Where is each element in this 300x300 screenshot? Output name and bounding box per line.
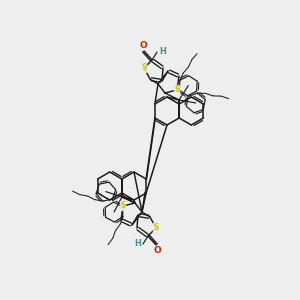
Text: H: H — [134, 239, 141, 248]
Text: H: H — [159, 47, 166, 56]
Text: O: O — [153, 246, 161, 255]
Text: S: S — [120, 202, 126, 211]
Text: S: S — [153, 224, 159, 232]
Text: S: S — [141, 64, 147, 73]
Text: S: S — [174, 85, 180, 94]
Text: O: O — [139, 41, 147, 50]
